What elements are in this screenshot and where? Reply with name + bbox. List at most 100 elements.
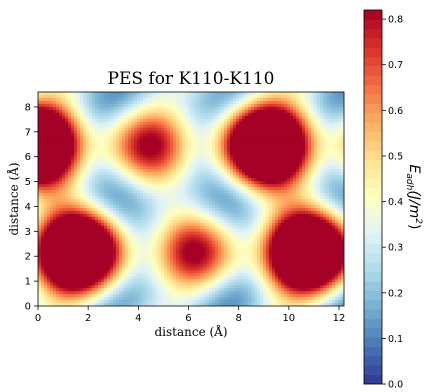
heatmap-cell [137,157,141,161]
heatmap-cell [53,169,57,173]
heatmap-cell [158,163,162,167]
heatmap-cell [203,231,207,236]
heatmap-cell [116,228,120,233]
heatmap-cell [188,103,192,108]
heatmap-cell [206,94,210,99]
heatmap-cell [191,213,195,218]
heatmap-cell [230,207,234,212]
heatmap-cell [215,237,219,242]
heatmap-cell [59,178,63,182]
heatmap-cell [194,97,198,102]
heatmap-cell [155,297,159,301]
heatmap-cell [161,187,165,191]
heatmap-cell [92,148,96,152]
heatmap-cell [62,187,66,191]
heatmap-cell [44,181,48,185]
heatmap-cell [86,193,90,197]
heatmap-cell [62,154,66,158]
heatmap-cell [68,222,72,227]
heatmap-cell [212,273,216,277]
heatmap-cell [47,282,51,286]
heatmap-cell [149,184,153,188]
heatmap-cell [104,92,108,96]
heatmap-cell [161,190,165,194]
heatmap-cell [50,270,54,274]
heatmap-cell [56,204,60,209]
heatmap-cell [140,225,144,230]
heatmap-cell [203,166,207,170]
heatmap-cell [197,160,201,164]
heatmap-cell [218,163,222,167]
heatmap-cell [119,193,123,197]
heatmap-cell [239,187,243,191]
heatmap-cell [146,303,150,306]
heatmap-cell [149,124,153,129]
heatmap-cell [116,193,120,197]
heatmap-cell [77,255,81,259]
heatmap-cell [38,300,42,304]
heatmap-cell [233,103,237,108]
heatmap-cell [56,109,60,114]
heatmap-cell [131,157,135,161]
heatmap-cell [176,172,180,176]
heatmap-cell [74,237,78,242]
heatmap-cell [221,294,225,298]
heatmap-cell [161,92,165,96]
heatmap-cell [206,249,210,253]
heatmap-cell [236,94,240,99]
heatmap-cell [125,100,129,105]
heatmap-cell [128,169,132,173]
heatmap-cell [242,121,246,126]
heatmap-cell [197,184,201,188]
heatmap-cell [86,145,90,149]
heatmap-cell [146,196,150,200]
heatmap-cell [56,231,60,236]
heatmap-cell [230,184,234,188]
heatmap-cell [206,172,210,176]
heatmap-cell [176,270,180,274]
heatmap-cell [206,130,210,135]
heatmap-cell [209,121,213,126]
heatmap-cell [176,282,180,286]
heatmap-cell [161,252,165,256]
heatmap-cell [68,264,72,268]
heatmap-cell [167,172,171,176]
heatmap-cell [104,169,108,173]
heatmap-cell [233,163,237,167]
heatmap-cell [65,151,69,155]
heatmap-cell [53,249,57,253]
heatmap-cell [242,201,246,206]
heatmap-cell [191,103,195,108]
heatmap-cell [236,157,240,161]
heatmap-cell [47,213,51,218]
heatmap-cell [176,187,180,191]
heatmap-cell [197,273,201,277]
heatmap-cell [134,213,138,218]
heatmap-cell [83,276,87,280]
heatmap-cell [50,121,54,126]
heatmap-cell [134,294,138,298]
heatmap-cell [242,261,246,265]
heatmap-cell [224,243,228,247]
heatmap-cell [53,115,57,120]
heatmap-cell [209,231,213,236]
heatmap-cell [221,130,225,135]
heatmap-cell [227,210,231,215]
heatmap-cell [59,127,63,132]
heatmap-cell [137,154,141,158]
heatmap-cell [80,175,84,179]
heatmap-cell [167,228,171,233]
heatmap-cell [125,228,129,233]
heatmap-cell [215,303,219,306]
heatmap-cell [167,181,171,185]
heatmap-cell [155,109,159,114]
heatmap-cell [74,267,78,271]
heatmap-cell [68,166,72,170]
heatmap-cell [197,157,201,161]
heatmap-cell [164,196,168,200]
heatmap-cell [53,222,57,227]
heatmap-cell [110,172,114,176]
heatmap-cell [44,216,48,221]
heatmap-cell [218,124,222,129]
heatmap-cell [74,169,78,173]
